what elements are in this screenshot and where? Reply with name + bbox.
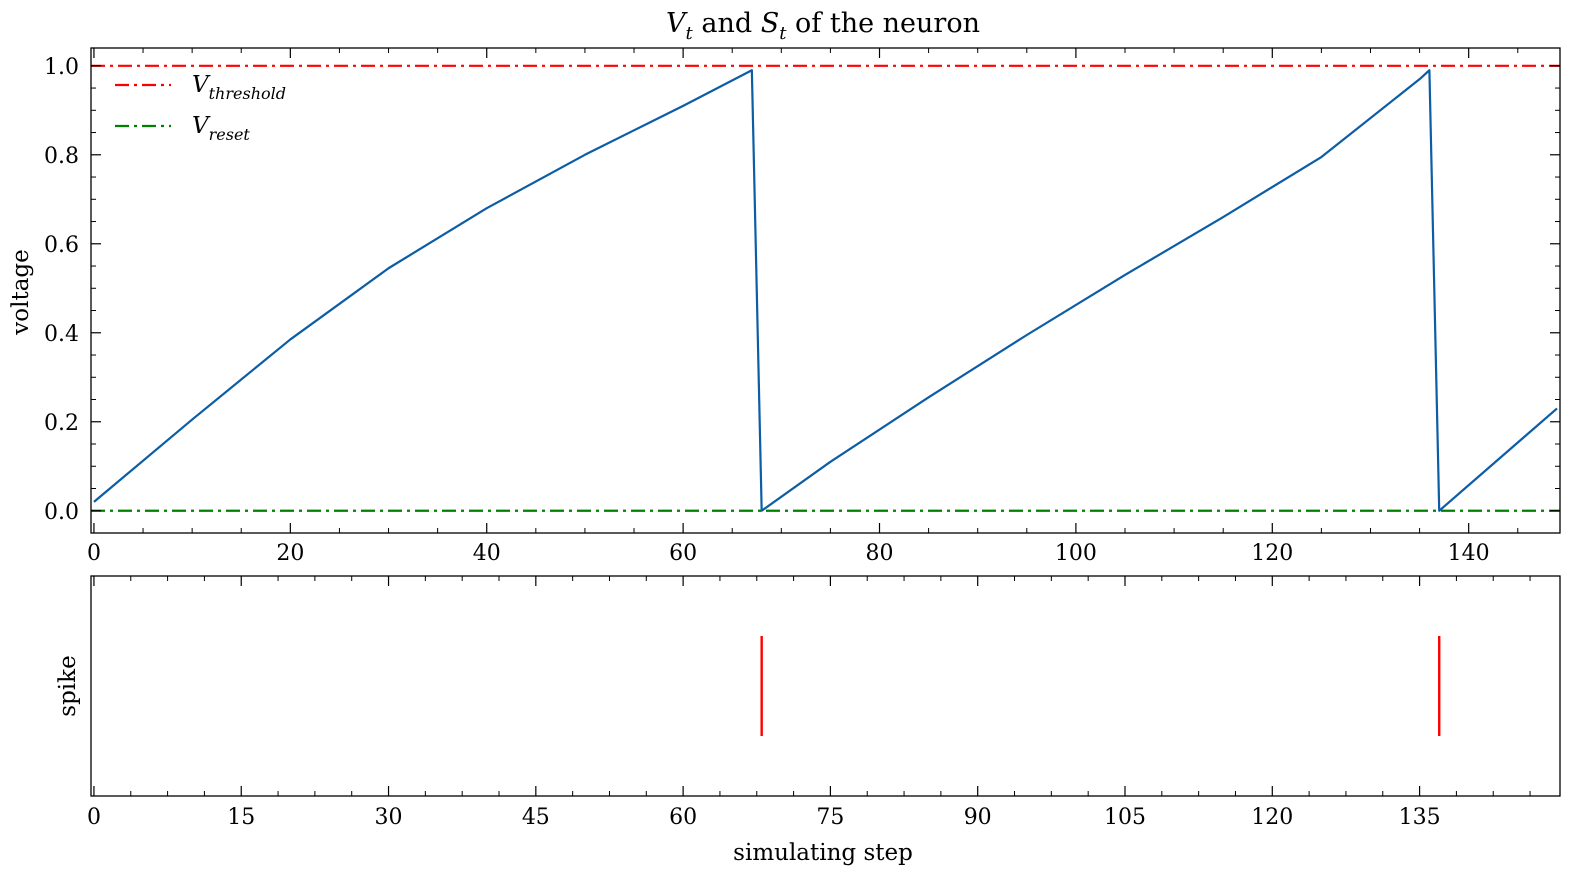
y-tick-label: 0.0 bbox=[44, 500, 79, 525]
spike-plot-frame bbox=[90, 575, 1561, 797]
x-tick-label: 120 bbox=[1251, 541, 1293, 566]
x-tick-label: 45 bbox=[522, 805, 550, 830]
step-axis-label: simulating step bbox=[733, 840, 913, 866]
x-tick-label: 105 bbox=[1104, 805, 1146, 830]
title-tail: of the neuron bbox=[786, 8, 980, 39]
x-tick-label: 40 bbox=[473, 541, 501, 566]
title-and: and bbox=[693, 8, 761, 39]
x-tick-label: 60 bbox=[669, 541, 697, 566]
voltage-plot-frame bbox=[90, 47, 1561, 534]
x-tick-label: 100 bbox=[1055, 541, 1097, 566]
x-tick-label: 90 bbox=[964, 805, 992, 830]
x-tick-label: 140 bbox=[1448, 541, 1490, 566]
x-tick-label: 20 bbox=[276, 541, 304, 566]
legend-label-reset: Vreset bbox=[192, 113, 250, 144]
x-tick-label: 15 bbox=[227, 805, 255, 830]
x-tick-label: 80 bbox=[866, 541, 894, 566]
title-v-subscript: t bbox=[686, 23, 694, 44]
x-tick-label: 60 bbox=[669, 805, 697, 830]
legend: Vthreshold Vreset bbox=[115, 72, 286, 144]
voltage-axis-label: voltage bbox=[8, 249, 34, 336]
chart-title: Vt and St of the neuron bbox=[666, 8, 980, 44]
x-tick-label: 120 bbox=[1251, 805, 1293, 830]
title-v: V bbox=[666, 8, 688, 39]
voltage-series-line bbox=[93, 69, 1558, 512]
y-tick-label: 0.2 bbox=[44, 411, 79, 436]
x-tick-label: 135 bbox=[1399, 805, 1441, 830]
voltage-plot-panel: 0 20 40 60 80 100 120 140 0.0 0.2 0.4 0.6 0.8 1.0 Vthr… bbox=[44, 47, 1561, 566]
legend-label-threshold: Vthreshold bbox=[192, 72, 286, 103]
title-s-subscript: t bbox=[779, 23, 787, 44]
x-tick-label: 75 bbox=[816, 805, 844, 830]
x-tick-label: 30 bbox=[375, 805, 403, 830]
y-tick-label: 0.6 bbox=[44, 233, 79, 258]
spike-axis-label: spike bbox=[55, 655, 81, 716]
y-tick-label: 0.4 bbox=[44, 322, 79, 347]
title-s: S bbox=[761, 8, 780, 39]
spike-plot-panel: 0 15 30 45 60 75 90 105 120 135 bbox=[87, 575, 1561, 830]
y-tick-label: 1.0 bbox=[44, 55, 79, 80]
x-tick-label: 0 bbox=[87, 805, 101, 830]
x-tick-label: 0 bbox=[87, 541, 101, 566]
y-tick-label: 0.8 bbox=[44, 144, 79, 169]
